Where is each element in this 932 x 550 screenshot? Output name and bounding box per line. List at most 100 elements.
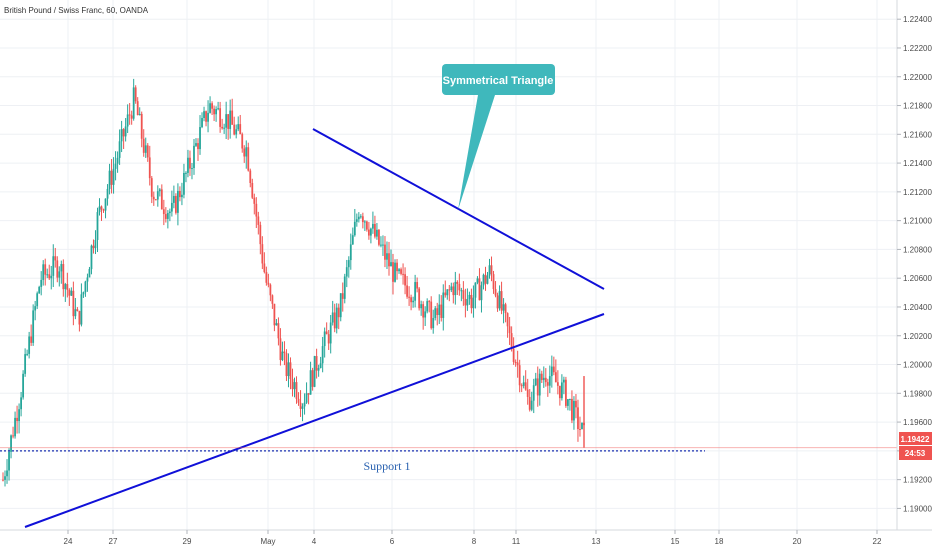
candle-body	[579, 428, 581, 430]
candle-body	[261, 244, 264, 264]
candle-body	[384, 244, 386, 260]
x-tick-label: 13	[592, 537, 601, 546]
candle-body	[378, 229, 380, 245]
callout-symmetrical-triangle[interactable]: Symmetrical Triangle	[442, 64, 555, 210]
candle-body	[365, 221, 368, 230]
candle-body	[434, 308, 437, 319]
candle-body	[96, 212, 99, 240]
candle-body	[199, 127, 201, 150]
candle-body	[438, 304, 441, 316]
candle-body	[144, 145, 147, 153]
candle-body	[253, 197, 256, 204]
candle-body	[281, 351, 284, 361]
candle-body	[245, 147, 248, 157]
candle-body	[317, 368, 320, 371]
candle-body	[498, 291, 501, 309]
candle-body	[38, 286, 41, 294]
candle-body	[255, 203, 258, 217]
candle-body	[534, 378, 537, 386]
candle-body	[325, 331, 328, 335]
candle-body	[98, 206, 101, 213]
candle-body	[225, 114, 228, 128]
candle-body	[504, 304, 507, 314]
candle-body	[476, 278, 479, 283]
candle-body	[104, 198, 107, 211]
candle-body	[134, 87, 137, 102]
candle-body	[58, 271, 61, 278]
candle-body	[404, 274, 406, 286]
y-tick-label: 1.19200	[903, 476, 932, 485]
candle-body	[191, 168, 193, 170]
candle-body	[420, 304, 423, 309]
candle-body	[32, 310, 35, 343]
candle-body	[552, 366, 555, 373]
candle-body	[110, 170, 113, 185]
candle-body	[526, 389, 529, 397]
candle-body	[536, 378, 539, 396]
candle-body	[237, 124, 240, 130]
candle-body	[48, 274, 51, 279]
candle-body	[26, 353, 29, 355]
candle-body	[355, 219, 358, 222]
candle-body	[289, 362, 292, 379]
candle-body	[530, 400, 533, 410]
x-tick-label: 6	[390, 537, 395, 546]
candle-body	[339, 293, 342, 318]
candle-body	[444, 292, 447, 296]
candle-body	[207, 112, 209, 122]
last-price-value: 1.19422	[901, 435, 930, 444]
candle-body	[347, 260, 350, 268]
candle-body	[462, 290, 465, 299]
candle-body	[422, 304, 425, 318]
candle-body	[34, 306, 37, 311]
candle-body	[327, 334, 330, 344]
candle-body	[273, 303, 276, 326]
candle-body	[287, 362, 290, 377]
candle-body	[42, 264, 45, 280]
x-tick-label: 29	[183, 537, 192, 546]
candle-body	[203, 111, 205, 119]
candle-body	[305, 393, 308, 403]
chart-title: British Pound / Swiss Franc, 60, OANDA	[4, 6, 149, 15]
time-axis[interactable]: 24 27 29 May 4 6 8 11 13 15 18 20 22	[64, 530, 882, 546]
candle-body	[548, 376, 551, 386]
candle-body	[323, 331, 326, 347]
candle-body	[92, 245, 95, 249]
candle-body	[319, 363, 322, 369]
candle-body	[174, 195, 177, 213]
candle-body	[307, 393, 310, 395]
candle-body	[257, 216, 260, 225]
candle-body	[100, 206, 103, 210]
candle-body	[150, 178, 153, 197]
candle-body	[556, 382, 559, 386]
x-tick-label: 27	[109, 537, 118, 546]
candle-body	[185, 172, 187, 174]
candle-body	[454, 281, 457, 296]
candle-body	[367, 229, 370, 236]
candle-body	[295, 382, 298, 399]
candle-body	[60, 264, 63, 272]
candle-body	[351, 235, 354, 245]
candle-body	[480, 285, 483, 301]
candle-body	[386, 253, 388, 260]
price-axis[interactable]: 1.190001.192001.194001.196001.198001.200…	[897, 15, 932, 513]
candle-body	[16, 417, 18, 422]
candle-body	[538, 373, 541, 396]
callout-box	[442, 64, 555, 95]
candle-body	[44, 264, 47, 275]
candle-body	[158, 189, 161, 192]
candle-body	[187, 157, 189, 173]
y-tick-label: 1.22400	[903, 15, 932, 24]
candle-body	[363, 221, 366, 223]
candle-body	[486, 275, 489, 284]
candle-body	[8, 451, 10, 471]
candle-body	[148, 157, 151, 179]
candle-body	[494, 289, 497, 296]
candle-body	[406, 285, 408, 297]
candle-body	[412, 300, 415, 303]
candle-body	[166, 213, 169, 219]
candle-body	[52, 256, 55, 276]
candle-body	[128, 114, 131, 116]
candle-body	[520, 385, 523, 387]
